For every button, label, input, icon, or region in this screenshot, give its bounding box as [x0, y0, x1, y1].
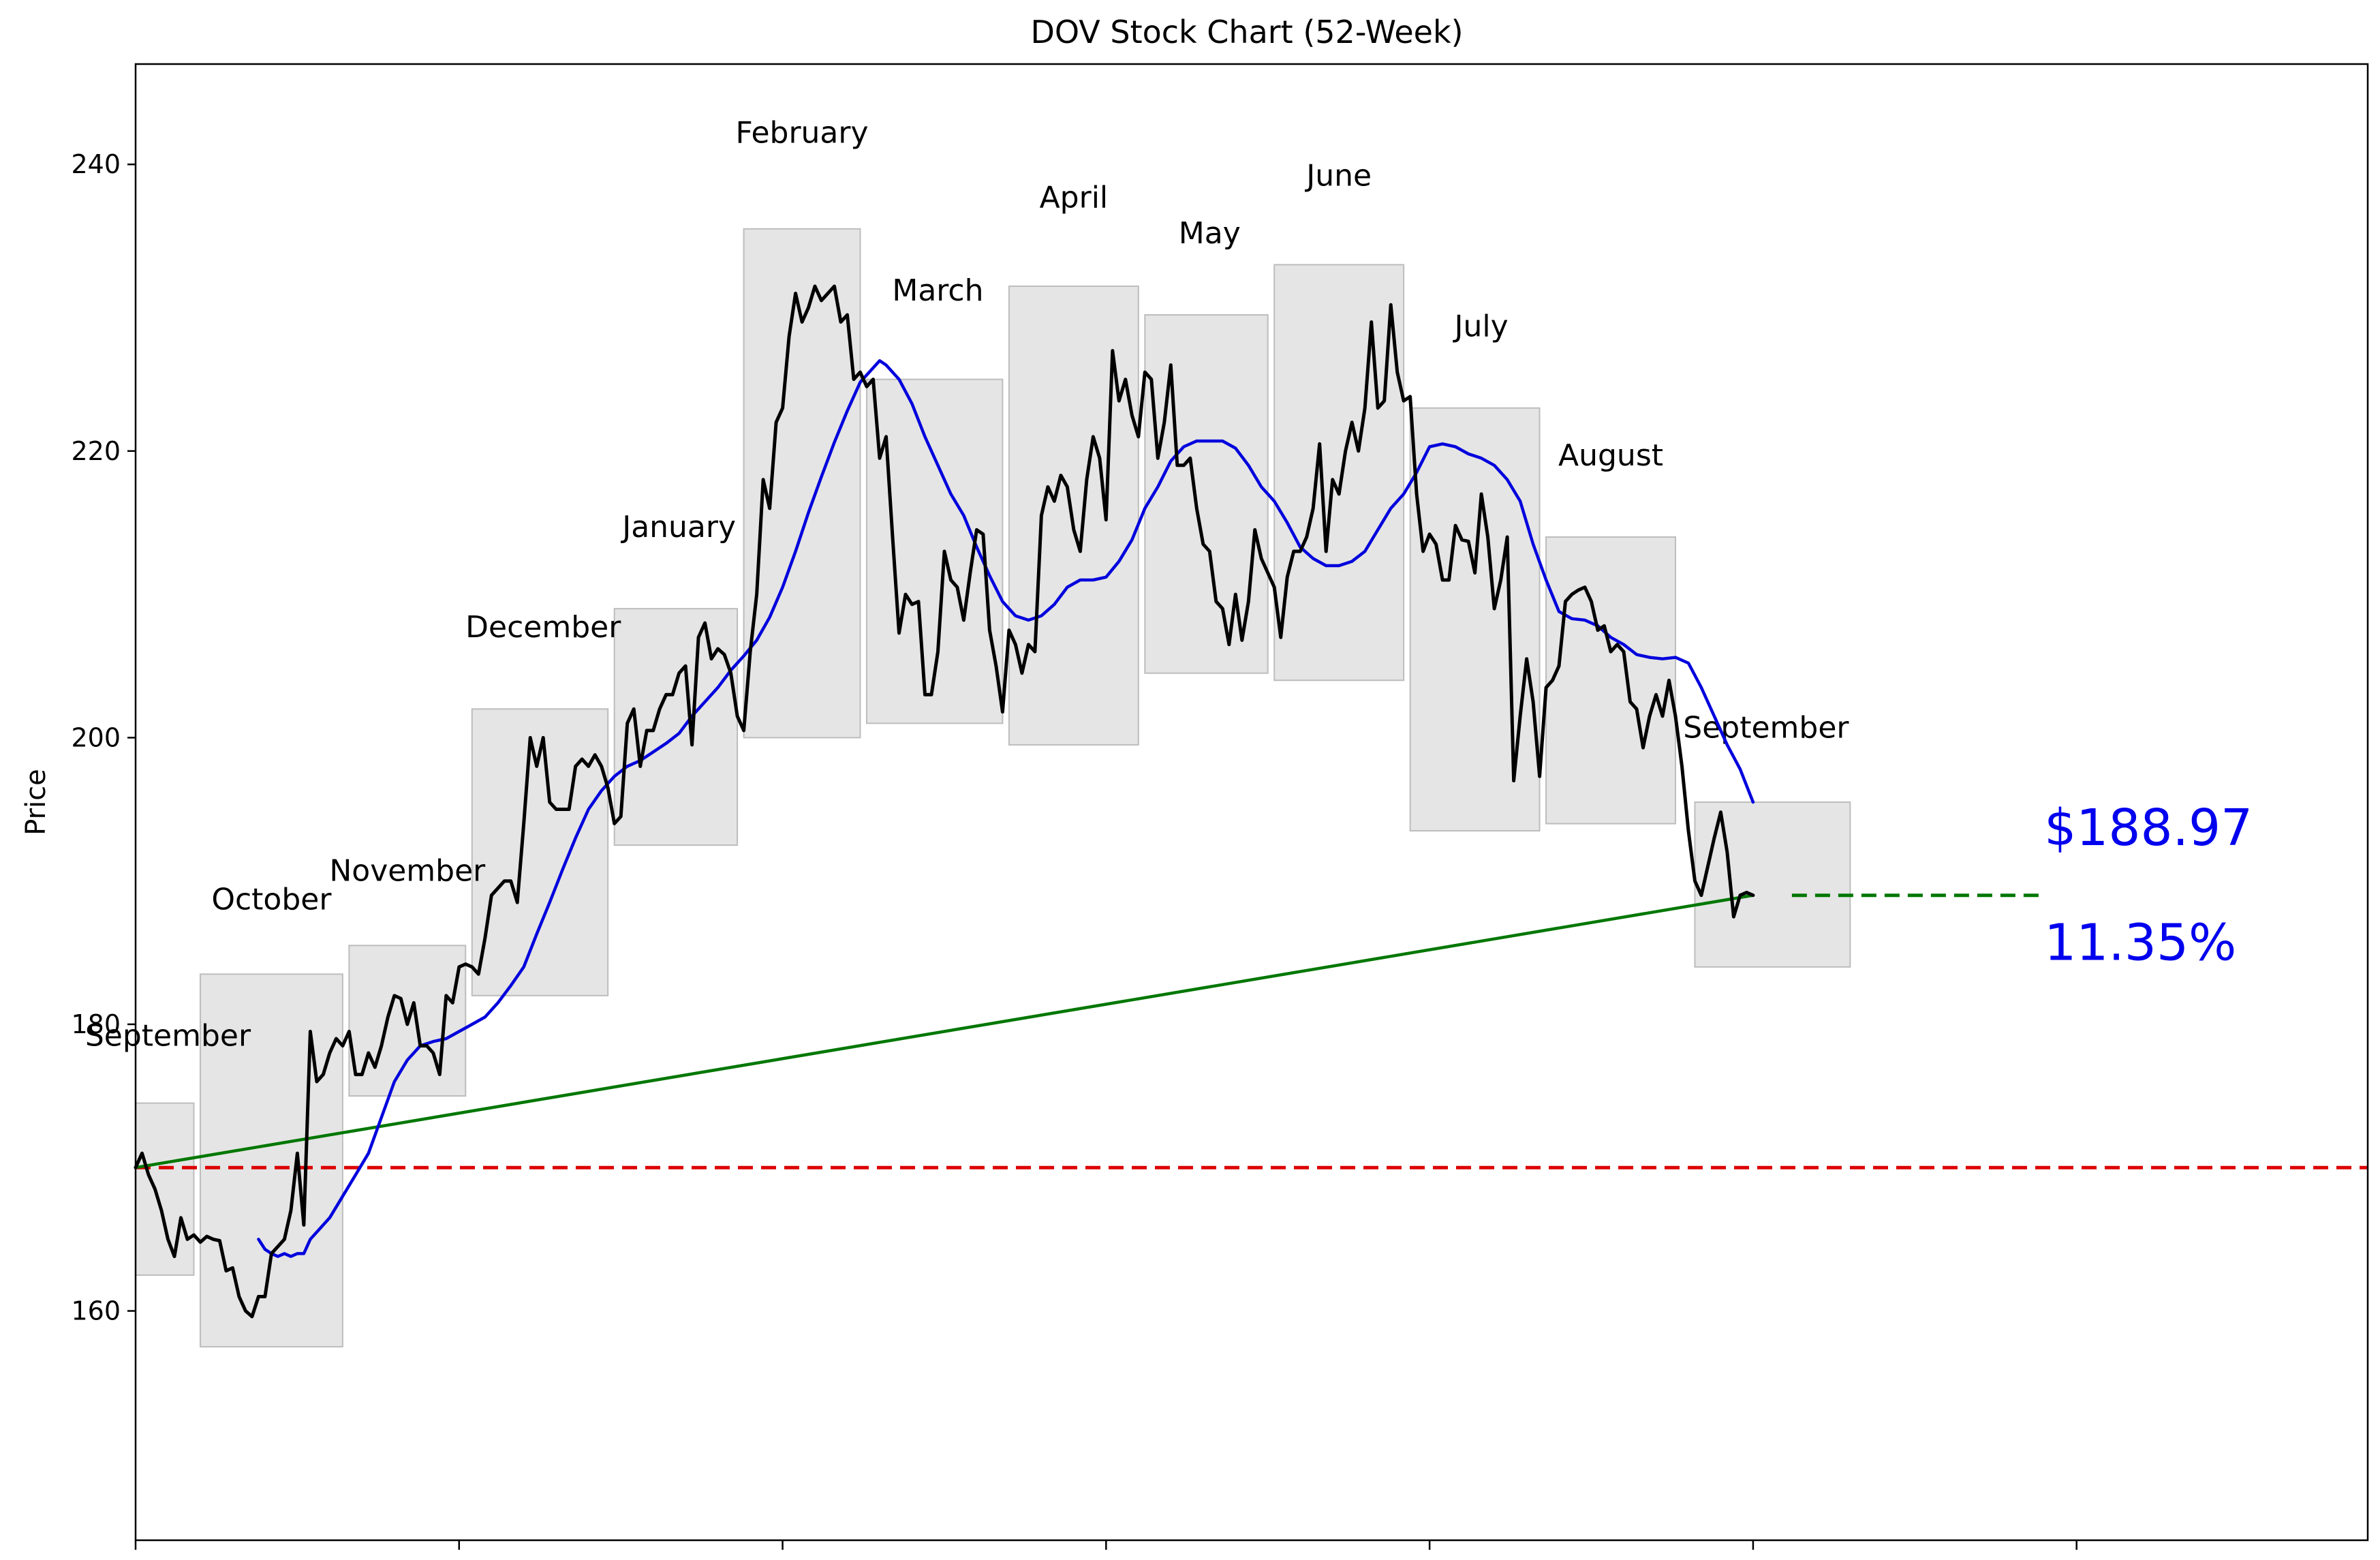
y-tick-label-220: 220 — [71, 436, 121, 466]
month-label-5: February — [736, 116, 869, 151]
price-series — [134, 284, 1755, 1319]
month-label-1: October — [211, 883, 332, 917]
month-label-11: August — [1558, 438, 1663, 473]
month-box-11 — [1545, 536, 1676, 825]
moving-average-series — [257, 359, 1755, 1258]
x-axis-ticks — [134, 1540, 2077, 1550]
reference-lines — [136, 893, 2368, 1169]
y-tick-label-200: 200 — [71, 722, 121, 752]
last-price-annotation: $188.97 — [2044, 799, 2253, 857]
month-label-10: July — [1453, 309, 1509, 344]
month-box-10 — [1409, 407, 1541, 832]
y-axis-label: Price — [20, 769, 52, 836]
annotations: $188.97 11.35% — [2044, 799, 2253, 972]
month-box-9 — [1273, 264, 1405, 682]
month-label-9: June — [1304, 159, 1372, 194]
y-axis-ticks: 160 180 200 220 240 — [71, 149, 136, 1326]
plot-frame — [134, 63, 2369, 1542]
month-label-8: May — [1179, 216, 1241, 251]
month-label-12: September — [1683, 710, 1849, 745]
month-label-6: March — [892, 273, 983, 308]
month-box-1 — [199, 973, 343, 1348]
change-percent-annotation: 11.35% — [2044, 913, 2236, 972]
month-label-7: April — [1040, 180, 1109, 215]
month-label-3: December — [465, 610, 621, 645]
month-label-4: January — [620, 510, 736, 545]
month-boxes — [135, 228, 1851, 1348]
y-tick-label-160: 160 — [71, 1296, 121, 1326]
month-box-5 — [743, 228, 861, 739]
month-label-0: September — [85, 1018, 251, 1053]
month-box-4 — [613, 608, 739, 846]
month-label-2: November — [329, 854, 486, 889]
month-box-8 — [1144, 314, 1269, 674]
month-box-0 — [135, 1102, 195, 1276]
series-layer — [134, 284, 1755, 1319]
month-box-12 — [1694, 801, 1851, 968]
chart-title: DOV Stock Chart (52-Week) — [1030, 14, 1463, 50]
month-box-7 — [1008, 285, 1139, 746]
y-tick-label-240: 240 — [71, 149, 121, 179]
y-tick-label-180: 180 — [71, 1009, 121, 1039]
trend-line-series — [134, 893, 1755, 1169]
